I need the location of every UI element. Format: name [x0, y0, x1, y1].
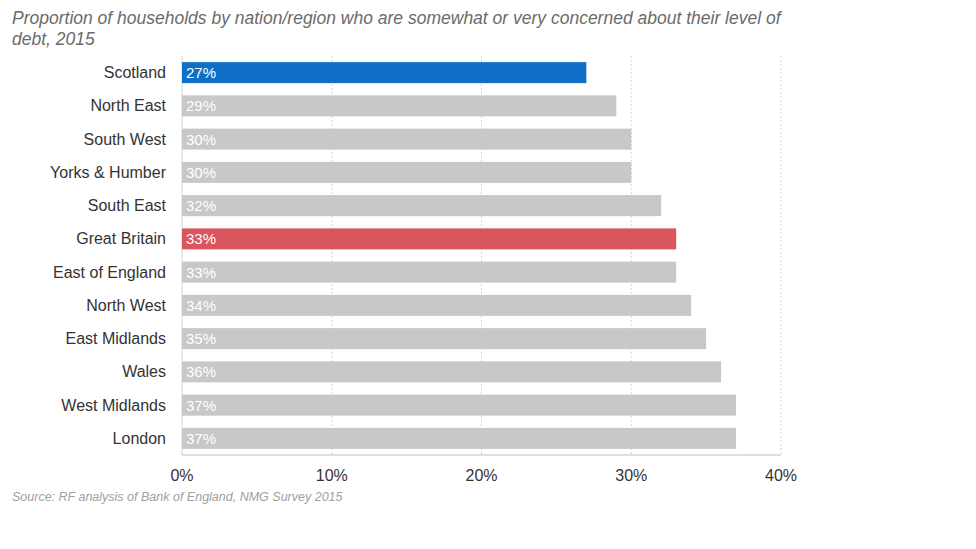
category-label: Yorks & Humber [50, 164, 167, 181]
bar [182, 195, 661, 216]
category-label: South East [88, 197, 167, 214]
category-label: East Midlands [66, 330, 167, 347]
category-label: West Midlands [61, 397, 166, 414]
bar [182, 428, 736, 449]
data-label: 36% [186, 363, 216, 380]
data-label: 37% [186, 397, 216, 414]
category-label: South West [84, 131, 167, 148]
tick-label: 40% [765, 467, 797, 484]
bar [182, 62, 586, 83]
data-label: 32% [186, 197, 216, 214]
category-label: North East [90, 97, 166, 114]
tick-label: 30% [615, 467, 647, 484]
labels: Scotland 27% North East 29% South West 30% Yor… [50, 64, 216, 447]
category-label: North West [86, 297, 166, 314]
tick-label: 10% [316, 467, 348, 484]
data-label: 33% [186, 230, 216, 247]
bar [182, 295, 691, 316]
data-label: 29% [186, 97, 216, 114]
bar [182, 228, 676, 249]
bars [182, 62, 736, 449]
bar [182, 361, 721, 382]
title: Proportion of households by nation/regio… [12, 8, 783, 49]
data-label: 33% [186, 264, 216, 281]
data-label: 30% [186, 131, 216, 148]
data-label: 35% [186, 330, 216, 347]
tick-label: 0% [170, 467, 193, 484]
category-label: Wales [122, 363, 166, 380]
data-label: 37% [186, 430, 216, 447]
category-label: Great Britain [76, 230, 166, 247]
category-label: London [113, 430, 166, 447]
category-label: East of England [53, 264, 166, 281]
bar [182, 162, 631, 183]
data-label: 27% [186, 64, 216, 81]
axis-line [182, 455, 781, 456]
bar [182, 262, 676, 283]
bar [182, 328, 706, 349]
category-label: Scotland [104, 64, 166, 81]
data-label: 34% [186, 297, 216, 314]
source: Source: RF analysis of Bank of England, … [12, 490, 343, 504]
bar [182, 129, 631, 150]
data-label: 30% [186, 164, 216, 181]
bar [182, 95, 616, 116]
tick-label: 20% [465, 467, 497, 484]
grid-line [781, 56, 782, 455]
x-axis: 0% 10% 20% 30% 40% [170, 56, 797, 484]
bar [182, 395, 736, 416]
chart: Proportion of households by nation/regio… [0, 0, 976, 549]
